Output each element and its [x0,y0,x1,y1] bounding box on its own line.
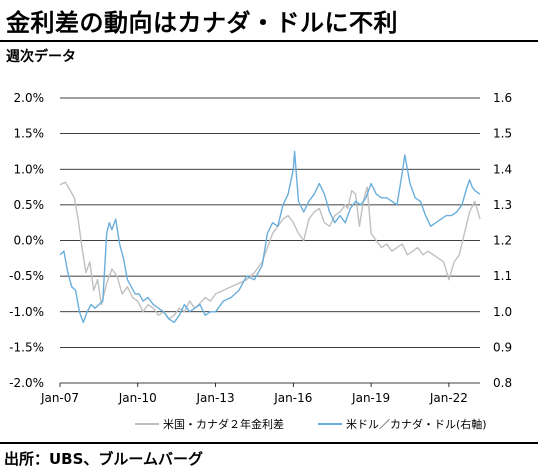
y-left-tick-label: -1.0% [9,305,44,319]
x-tick-label: Jan-16 [273,391,312,405]
chart-subtitle: 週次データ [6,49,76,65]
y-left-tick-label: 1.5% [14,127,45,141]
x-tick-label: Jan-19 [351,391,390,405]
source-note: 出所：UBS、ブルームバーグ [4,450,203,468]
x-tick-label: Jan-10 [118,391,157,405]
y-left-tick-label: 0.5% [14,198,45,212]
y-left-tick-label: -2.0% [9,376,44,390]
y-right-tick-label: 1.0 [493,305,512,319]
y-right-tick-label: 1.3 [493,198,512,212]
title-rule [0,40,538,42]
x-tick-label: Jan-22 [429,391,468,405]
legend-label-fx: 米ドル／カナダ・ドル(右軸) [346,417,487,431]
x-tick-label: Jan-07 [40,391,79,405]
y-right-tick-label: 1.5 [493,127,512,141]
fx-series-line [59,150,481,324]
y-left-tick-label: -1.5% [9,340,44,354]
y-left-tick-label: 1.0% [14,162,45,176]
legend-label-spread: 米国・カナダ２年金利差 [163,417,284,431]
y-left-tick-label: -0.5% [9,269,44,283]
y-right-tick-label: 0.8 [493,376,512,390]
x-tick-label: Jan-13 [196,391,235,405]
chart-title: 金利差の動向はカナダ・ドルに不利 [6,9,398,37]
y-right-tick-label: 1.2 [493,234,512,248]
y-right-tick-label: 0.9 [493,340,512,354]
spread-series-line [59,181,481,320]
y-right-tick-label: 1.4 [493,162,512,176]
line-chart: 2.0% 1.6 1.5% 1.5 1.0% 1.4 0.5% 1.3 0.0% 1.2 -0.5%… [9,91,512,431]
source-rule [0,442,538,444]
y-left-tick-label: 0.0% [14,234,45,248]
y-left-tick-label: 2.0% [14,91,45,105]
y-right-tick-label: 1.1 [493,269,512,283]
y-right-tick-label: 1.6 [493,91,512,105]
